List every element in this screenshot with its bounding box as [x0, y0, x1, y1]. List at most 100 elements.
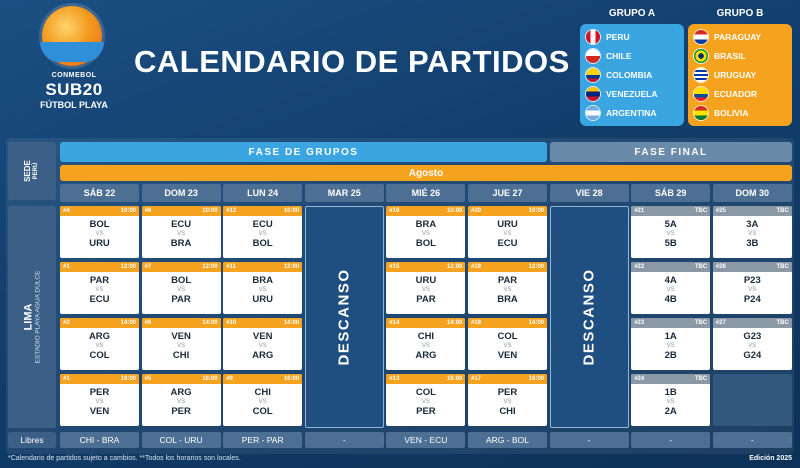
- match-number: #15: [389, 264, 400, 270]
- libres-cell: -: [712, 432, 792, 448]
- vs-label: VS: [258, 343, 267, 349]
- match-card: #22 TBC 4A VS 4B: [631, 262, 711, 314]
- away-team: PAR: [171, 294, 191, 305]
- match-time: TBC: [776, 320, 789, 326]
- sede-header: SEDE PERÚ: [8, 142, 56, 200]
- match-time: 14:00: [120, 320, 136, 326]
- match-card: #19 12:00 PAR VS BRA: [468, 262, 547, 314]
- match-card: #23 TBC 1A VS 2B: [631, 318, 711, 370]
- match-time: 14:00: [202, 320, 218, 326]
- home-team: P23: [743, 275, 761, 286]
- vs-label: VS: [666, 287, 675, 293]
- match-card: #11 12:00 BRA VS URU: [223, 262, 303, 314]
- libres-cell: -: [549, 432, 629, 448]
- brasil-flag-icon: [694, 49, 708, 63]
- team-row: URUGUAY: [694, 68, 756, 82]
- match-card: #2 14:00 ARG VS COL: [60, 318, 139, 370]
- wave-icon: [40, 42, 104, 62]
- away-team: ECU: [497, 238, 518, 249]
- vs-label: VS: [666, 231, 675, 237]
- vs-label: VS: [95, 287, 104, 293]
- away-team: COL: [252, 406, 273, 417]
- logo-sub20-text: SUB20: [45, 80, 103, 99]
- conmebol-logo: CONMEBOL SUB20 FÚTBOL PLAYA: [34, 6, 114, 114]
- day-header: JUE 27: [468, 184, 547, 202]
- vs-label: VS: [177, 399, 186, 405]
- match-number: #14: [389, 320, 400, 326]
- match-header: #12 10:00: [223, 206, 303, 216]
- match-time: 10:00: [283, 208, 300, 214]
- away-team: 2B: [664, 350, 677, 361]
- home-team: ARG: [88, 331, 111, 342]
- match-number: #1: [63, 376, 70, 382]
- match-number: #1: [63, 264, 70, 270]
- match-card: #8 10:00 ECU VS BRA: [141, 206, 221, 258]
- match-header: #22 TBC: [631, 262, 711, 272]
- home-team: CHI: [254, 387, 271, 398]
- home-team: PAR: [497, 275, 518, 286]
- match-number: #6: [144, 320, 152, 326]
- vs-label: VS: [95, 343, 104, 349]
- uruguay-flag-icon: [694, 68, 708, 82]
- away-team: 3B: [746, 238, 759, 249]
- match-header: #17 16:00: [468, 374, 547, 384]
- day-header: DOM 30: [712, 184, 792, 202]
- match-time: TBC: [694, 320, 708, 326]
- vs-label: VS: [177, 343, 186, 349]
- vs-label: VS: [258, 399, 267, 405]
- peru-flag-icon: [586, 30, 600, 44]
- vs-label: VS: [503, 231, 512, 237]
- away-team: P24: [743, 294, 761, 305]
- match-header: #5 16:00: [141, 374, 221, 384]
- match-header: #19 12:00: [468, 262, 547, 272]
- away-team: 2A: [664, 406, 677, 417]
- day-header: VIE 28: [549, 184, 629, 202]
- match-time: TBC: [776, 208, 789, 214]
- chile-flag-icon: [586, 49, 600, 63]
- rest-day-block: DESCANSO: [549, 206, 629, 428]
- match-header: #25 TBC: [712, 206, 792, 216]
- match-number: #10: [226, 320, 237, 326]
- match-time: 16:00: [202, 376, 218, 382]
- away-team: URU: [252, 294, 273, 305]
- away-team: VEN: [89, 406, 110, 417]
- group-a-title: GRUPO A: [608, 8, 656, 19]
- team-row: CHILE: [586, 49, 632, 63]
- match-card: #14 14:00 CHI VS ARG: [386, 318, 466, 370]
- match-time: 14:00: [447, 320, 463, 326]
- match-number: #8: [144, 208, 152, 214]
- match-card: #20 10:00 URU VS ECU: [468, 206, 547, 258]
- libres-cell: -: [304, 432, 384, 448]
- venue-column: LIMA ESTADIO PLAYA AGUA DULCE: [8, 206, 56, 428]
- day-header: SÁB 22: [60, 184, 139, 202]
- bolivia-flag-icon: [694, 106, 708, 120]
- away-team: BRA: [170, 238, 192, 249]
- match-header: #1 16:00: [60, 374, 139, 384]
- match-number: #16: [389, 208, 400, 214]
- page-title: CALENDARIO DE PARTIDOS: [134, 44, 570, 79]
- vs-label: VS: [421, 287, 430, 293]
- group-a-box: PERU CHILE COLOMBIA VENEZUELA ARGENTINA: [580, 24, 684, 126]
- match-time: 12:00: [283, 264, 300, 270]
- libres-cell: VEN - ECU: [386, 432, 466, 448]
- home-team: BOL: [89, 219, 110, 230]
- away-team: 4B: [664, 294, 677, 305]
- team-name: BRASIL: [714, 51, 746, 61]
- match-card: #27 TBC G23 VS G24: [712, 318, 792, 370]
- away-team: 5B: [664, 238, 677, 249]
- away-team: URU: [89, 238, 110, 249]
- match-number: #25: [715, 208, 726, 214]
- away-team: ARG: [415, 350, 437, 361]
- team-row: BOLIVIA: [694, 106, 748, 120]
- match-number: #7: [144, 264, 152, 270]
- sede-country: PERÚ: [33, 162, 39, 180]
- away-team: PER: [416, 406, 436, 417]
- argentina-flag-icon: [586, 106, 600, 120]
- logo-conmebol-text: CONMEBOL: [51, 72, 97, 79]
- team-name: ARGENTINA: [606, 108, 657, 118]
- home-team: URU: [415, 275, 437, 286]
- match-header: #14 14:00: [386, 318, 466, 328]
- match-card: #15 12:00 URU VS PAR: [386, 262, 466, 314]
- team-row: VENEZUELA: [586, 87, 657, 101]
- match-card: #6 14:00 VEN VS CHI: [141, 318, 221, 370]
